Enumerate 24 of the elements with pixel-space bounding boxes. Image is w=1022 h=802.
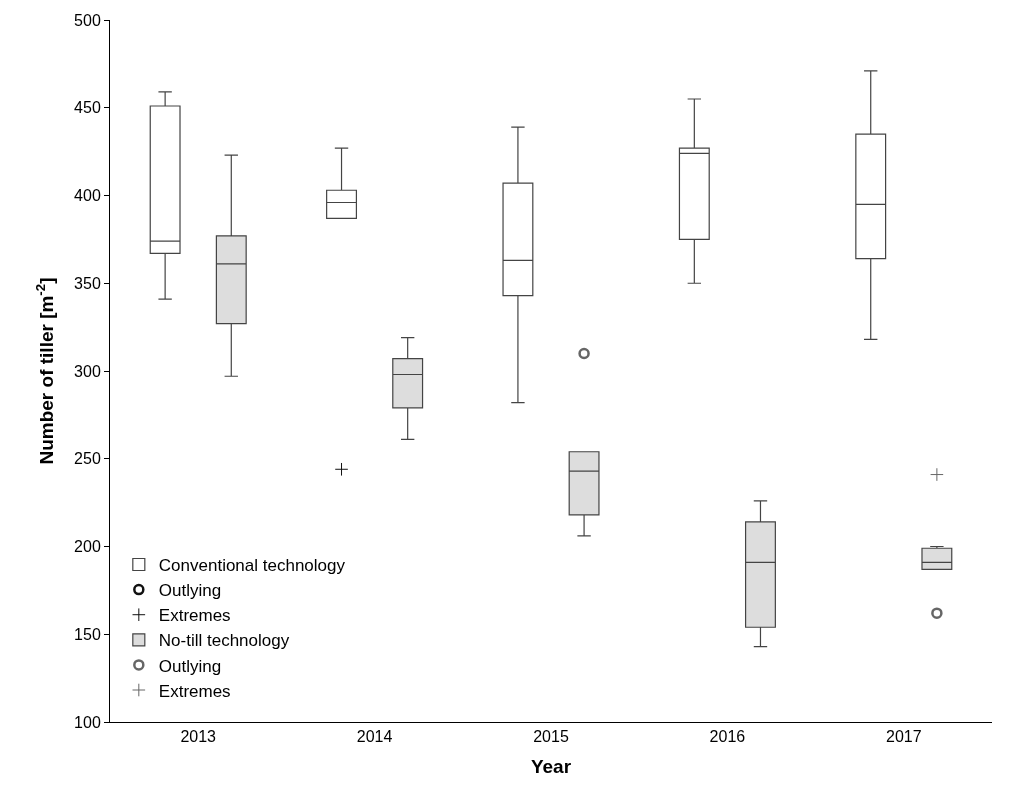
legend-label: Extremes (158, 681, 231, 701)
legend-label: Outlying (158, 656, 222, 676)
y-tick-label: 300 (74, 362, 101, 380)
legend-label: Extremes (158, 606, 231, 626)
y-tick-label: 400 (74, 187, 101, 205)
x-tick-label: 2013 (180, 728, 217, 746)
legend-label: Conventional technology (158, 556, 346, 576)
x-tick-label: 2016 (709, 728, 746, 746)
y-tick-label: 100 (74, 713, 101, 731)
x-tick-label: 2015 (533, 728, 569, 746)
x-axis-title: Year (530, 756, 572, 777)
y-tick-label: 200 (74, 538, 101, 556)
point (334, 462, 349, 477)
y-tick-label: 500 (74, 11, 101, 29)
point (930, 467, 944, 482)
y-tick-label: 150 (74, 625, 101, 643)
x-tick-label: 2014 (356, 728, 393, 746)
y-tick-label: 350 (74, 274, 101, 292)
legend-label: No-till technology (158, 631, 290, 651)
x-tick-label: 2017 (886, 728, 922, 746)
y-tick-label: 250 (74, 450, 101, 468)
y-tick-label: 450 (74, 99, 101, 117)
point (931, 607, 943, 619)
legend-label: Outlying (158, 581, 222, 601)
